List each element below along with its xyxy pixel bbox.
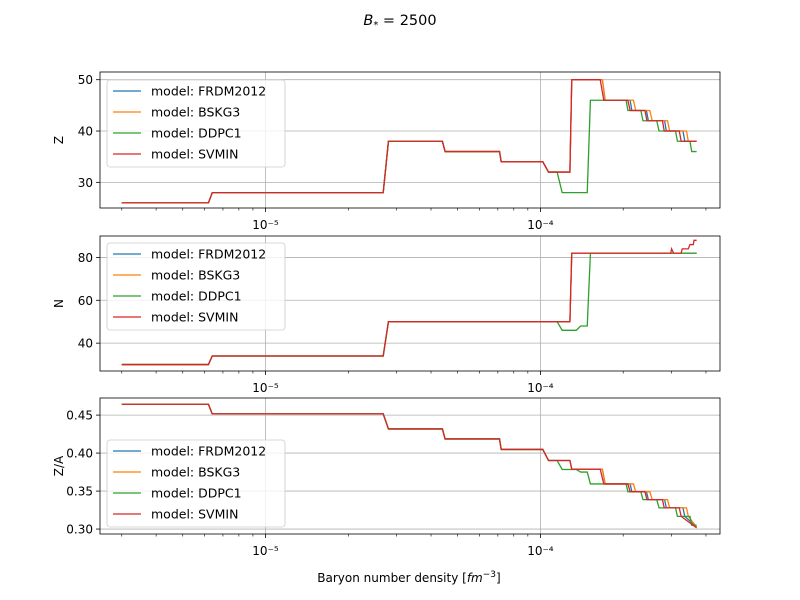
series-line-svmin — [121, 79, 697, 204]
legend-label: model: SVMIN — [151, 310, 238, 325]
x-axis-label: Baryon number density [fm−3] — [317, 570, 500, 585]
legend-label: model: DDPC1 — [151, 126, 242, 141]
y-axis-label: Z — [52, 136, 66, 144]
x-tick-label: 10⁻⁴ — [527, 218, 554, 232]
legend-box — [106, 439, 286, 528]
subplot-z-over-a: 10⁻⁵ 10⁻⁴ 0.30 0.35 0.40 0.45 Z/A model: FRDM20… — [52, 397, 721, 558]
legend-box — [106, 79, 286, 168]
legend: model: FRDM2012 model: BSKG3 model: DDPC1 m… — [106, 439, 286, 528]
series-line-svmin — [121, 239, 697, 366]
axes-frame — [99, 397, 721, 535]
y-tick-label: 60 — [78, 294, 93, 308]
legend-label: model: SVMIN — [151, 507, 238, 522]
legend-label: model: FRDM2012 — [151, 444, 266, 459]
y-tick-label: 40 — [78, 125, 93, 139]
legend-label: model: BSKG3 — [151, 105, 240, 120]
axes-frame — [99, 235, 721, 372]
legend-label: model: DDPC1 — [151, 289, 242, 304]
x-tick-label: 10⁻⁴ — [527, 381, 554, 395]
y-tick-label: 50 — [78, 73, 93, 87]
y-axis-label: N — [52, 299, 66, 308]
series-line-svmin — [121, 403, 698, 529]
x-tick-label: 10⁻⁵ — [252, 218, 279, 232]
y-tick-label: 0.30 — [66, 523, 93, 537]
legend-label: model: DDPC1 — [151, 486, 242, 501]
y-tick-label: 0.35 — [66, 485, 93, 499]
legend-label: model: SVMIN — [151, 147, 238, 162]
legend-box — [106, 242, 286, 331]
y-tick-label: 80 — [78, 251, 93, 265]
legend: model: FRDM2012 model: BSKG3 model: DDPC1 m… — [106, 242, 286, 331]
y-axis-label: Z/A — [52, 455, 66, 476]
y-tick-label: 40 — [78, 337, 93, 351]
legend-label: model: FRDM2012 — [151, 247, 266, 262]
y-tick-label: 0.45 — [66, 409, 93, 423]
y-tick-label: 0.40 — [66, 447, 93, 461]
figure-suptitle: B* = 2500 — [363, 13, 436, 31]
legend: model: FRDM2012 model: BSKG3 model: DDPC1 m… — [106, 79, 286, 168]
legend-label: model: BSKG3 — [151, 268, 240, 283]
x-tick-label: 10⁻⁴ — [527, 544, 554, 558]
y-tick-label: 30 — [78, 176, 93, 190]
axes-frame — [99, 71, 721, 209]
x-tick-label: 10⁻⁵ — [252, 381, 279, 395]
legend-label: model: FRDM2012 — [151, 84, 266, 99]
x-tick-label: 10⁻⁵ — [252, 544, 279, 558]
legend-label: model: BSKG3 — [151, 465, 240, 480]
